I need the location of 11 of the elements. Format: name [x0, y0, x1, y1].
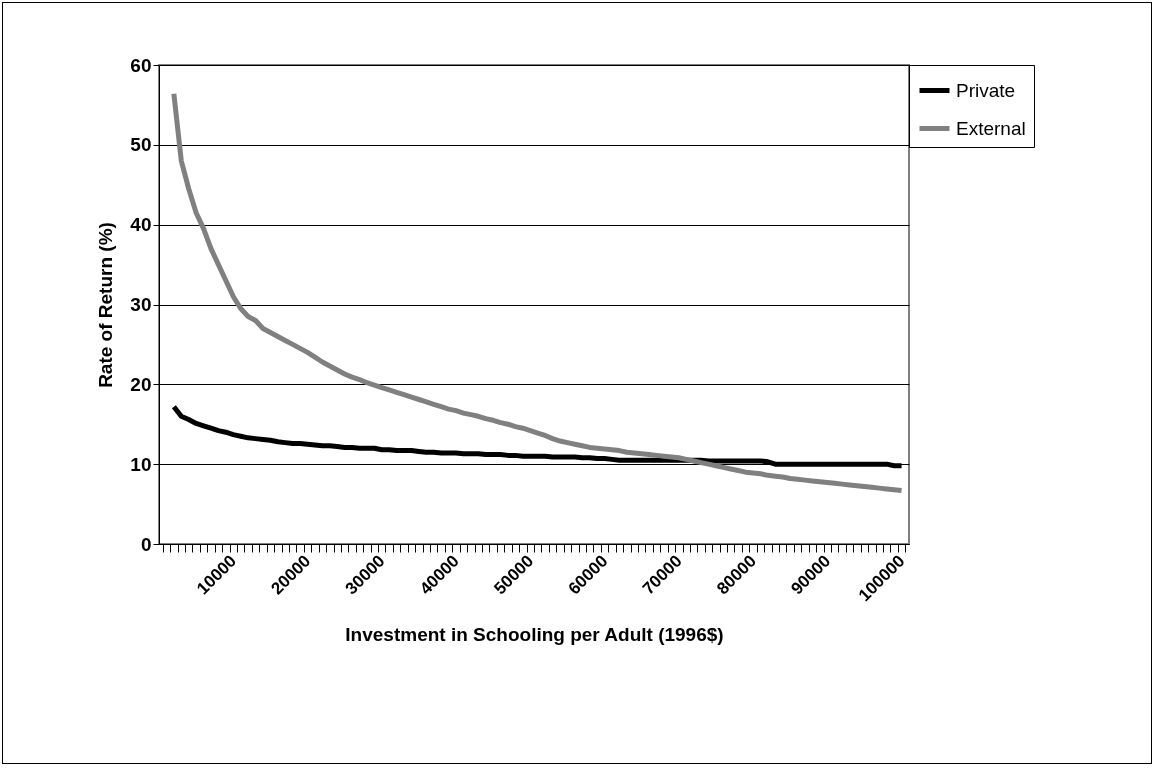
y-tick-label: 40	[130, 214, 152, 236]
legend-label: External	[956, 117, 1026, 139]
y-tick-label: 0	[140, 533, 152, 555]
y-tick-label: 10	[130, 453, 152, 475]
y-tick-label: 60	[130, 54, 152, 76]
y-tick-label: 30	[130, 294, 152, 315]
legend-label: Private	[956, 79, 1016, 101]
x-axis-title: Investment in Schooling per Adult (1996$)	[345, 624, 724, 646]
y-axis-title: Rate of Return (%)	[95, 222, 117, 388]
y-tick-label: 20	[130, 373, 152, 395]
y-tick-label: 50	[130, 134, 152, 156]
